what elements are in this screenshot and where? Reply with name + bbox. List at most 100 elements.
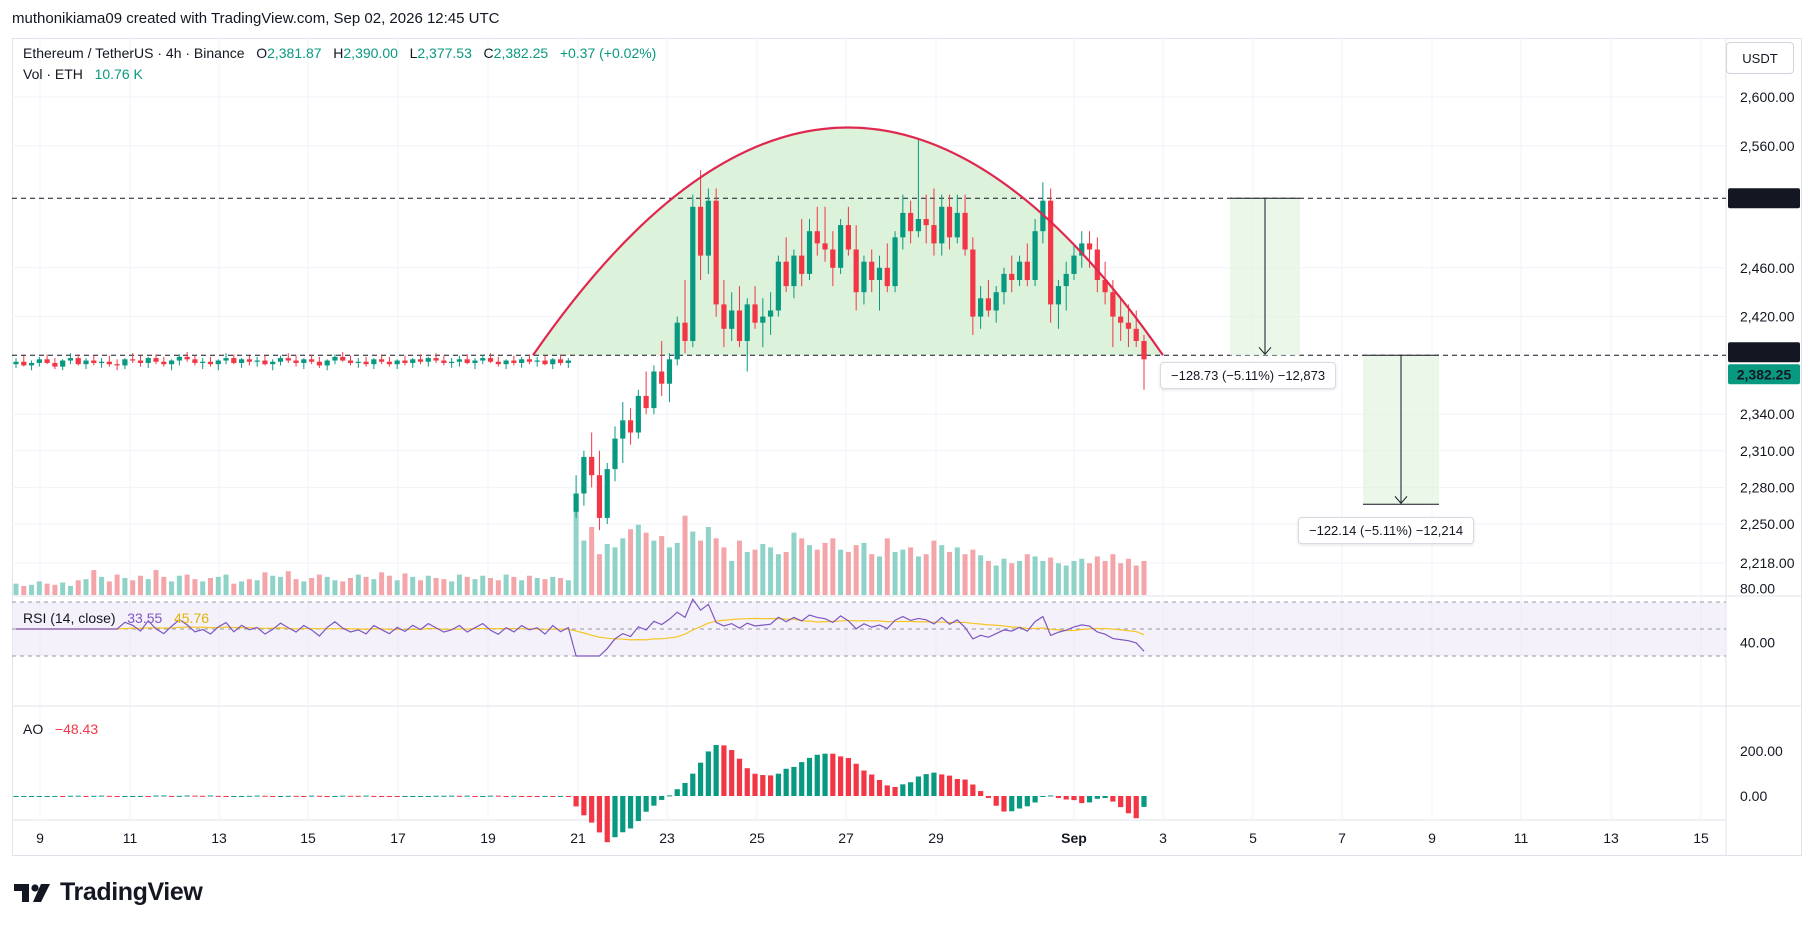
x-tick-label: 21 [570,830,586,846]
ao-bar [830,753,836,796]
x-tick-label: 15 [1693,830,1709,846]
ao-y-tick-label: 200.00 [1740,743,1783,759]
ao-bar [433,795,439,797]
chart-credit: muthonikiama09 created with TradingView.… [12,10,500,27]
candle-body [799,255,805,274]
volume-bar [371,579,377,595]
candle-body [75,358,81,365]
low-value: 2,377.53 [417,45,472,61]
volume-label: Vol · ETH [23,66,83,82]
candle-body [262,360,268,365]
ao-bar [277,796,284,797]
ao-bar [402,796,408,797]
ao-bar [207,795,214,797]
ao-bar [635,796,641,822]
open-value: 2,381.87 [267,45,322,61]
volume-bar [900,549,906,595]
volume-bar [628,529,634,595]
x-tick-label: 17 [390,830,406,846]
volume-bar [542,579,548,595]
y-tick-label: 2,420.00 [1740,309,1795,325]
measure-label-upper[interactable]: −128.73 (−5.11%) −12,873 [1160,362,1337,389]
ao-bar [643,796,649,812]
ao-bar [487,795,494,797]
volume-bar [441,579,447,595]
volume-bar [822,542,828,595]
candle-body [775,261,781,311]
tradingview-logo-icon [14,883,50,902]
candle-body [1001,273,1007,293]
candle-body [106,361,112,365]
ao-bar [464,795,470,797]
ao-bar [1118,796,1124,808]
volume-bar [978,555,984,595]
candle-body [441,360,447,363]
volume-bar [674,542,680,595]
candle-body [1048,200,1054,305]
volume-bar [1055,563,1061,595]
symbol-title[interactable]: Ethereum / TetherUS · 4h · Binance [23,45,245,61]
candle-body [480,358,486,361]
x-tick-label: 7 [1338,830,1346,846]
candle-body [791,255,797,287]
candle-body [153,358,159,362]
symbol-legend[interactable]: Ethereum / TetherUS · 4h · Binance O2,38… [23,45,656,61]
candle-body [830,249,836,268]
volume-bar [1032,556,1038,595]
volume-bar [783,551,789,595]
candle-body [542,360,548,365]
candle-body [604,469,610,518]
volume-bar [161,576,167,595]
volume-bar [962,554,968,595]
volume-bar [596,554,602,595]
candle-body [168,360,175,365]
volume-bar [1040,561,1046,595]
volume-bar [612,547,618,595]
ao-bar [394,796,400,797]
volume-legend[interactable]: Vol · ETH 10.76 K [23,66,143,82]
ao-bar [581,796,587,816]
rsi-ma-line [16,617,1145,641]
candle-body [565,360,571,363]
measure-label-lower[interactable]: −122.14 (−5.11%) −12,214 [1298,517,1475,544]
ao-bar [36,796,42,797]
y-tick-label: 2,280.00 [1740,479,1795,495]
ao-bar [876,779,883,796]
candle-body [433,358,439,361]
volume-bar [83,579,89,595]
ao-bar [75,795,81,797]
volume-bar [1102,561,1108,595]
rsi-legend[interactable]: RSI (14, close) 33.55 45.76 [23,610,209,626]
volume-bar [1001,558,1007,595]
candle-body [713,200,719,305]
change-value: +0.37 (+0.02%) [559,45,657,61]
open-label: O [256,45,268,61]
volume-bar [114,574,120,595]
candle-body [892,237,898,287]
volume-bar [721,547,727,595]
y-tick-label: 2,310.00 [1740,443,1795,459]
volume-bar [122,578,128,595]
volume-bar [340,581,346,595]
volume-bar [363,576,369,595]
candle-body [915,219,921,232]
price-tag-neckline: 2,388.29 [1737,344,1792,360]
ao-bar [985,796,992,799]
tradingview-logo[interactable]: TradingView [14,878,203,907]
candle-body [620,420,626,439]
ao-bar [884,785,890,796]
x-tick-label: 9 [1428,830,1436,846]
currency-button[interactable]: USDT [1726,42,1794,74]
candle-body [869,261,875,280]
candle-body [1071,255,1077,274]
volume-bar [130,580,136,595]
candle-body [1141,341,1147,360]
volume-bar [1141,561,1147,595]
ao-legend[interactable]: AO −48.43 [23,721,98,737]
volume-bar [970,549,976,595]
candle-body [1133,328,1139,341]
candle-body [417,359,424,362]
volume-bar [231,583,237,595]
ao-bar [1024,796,1030,807]
